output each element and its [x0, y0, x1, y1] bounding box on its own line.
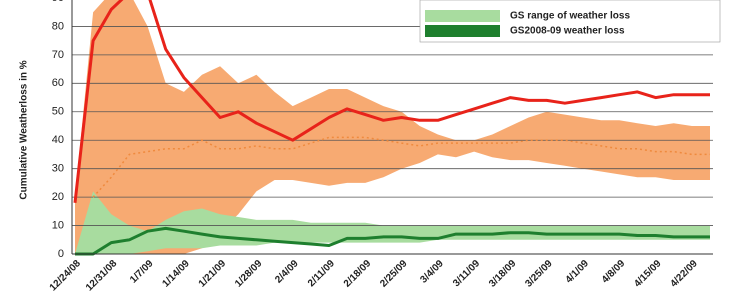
y-tick-label: 40 — [52, 134, 64, 146]
x-tick-label: 3/4/09 — [418, 258, 446, 286]
y-tick-label: 90 — [52, 0, 64, 4]
series-line — [73, 0, 710, 203]
y-tick-label: 60 — [52, 77, 64, 89]
legend-swatch — [425, 10, 500, 22]
x-tick-label: 1/28/09 — [233, 258, 265, 290]
series-line — [92, 136, 710, 198]
x-tick-label: 2/18/09 — [342, 258, 374, 290]
x-tick-label: 3/25/09 — [523, 258, 555, 290]
x-tick-label: 1/21/09 — [197, 258, 229, 290]
y-tick-label: 20 — [52, 191, 64, 203]
x-tick-label: 3/11/09 — [451, 258, 482, 289]
y-tick-label: 30 — [52, 163, 64, 175]
y-tick-label: 10 — [52, 219, 64, 231]
x-tick-label: 2/11/09 — [306, 258, 337, 289]
y-tick-label: 0 — [58, 248, 64, 260]
x-tick-label: 12/31/08 — [84, 258, 120, 294]
x-tick-label: 1/14/09 — [160, 258, 192, 290]
y-axis-label: Cumulative Weatherloss in % — [19, 60, 30, 199]
x-tick-label: 4/1/09 — [564, 258, 592, 286]
legend-label: GS2008-09 weather loss — [510, 26, 625, 37]
y-tick-label: 50 — [52, 106, 64, 118]
x-tick-label: 4/8/09 — [600, 258, 628, 286]
y-tick-label: 70 — [52, 49, 64, 61]
legend-swatch — [425, 25, 500, 37]
y-tick-label: 80 — [52, 20, 64, 32]
x-tick-label: 4/22/09 — [668, 258, 700, 290]
x-tick-label: 2/4/09 — [273, 258, 301, 286]
series-line — [75, 226, 710, 256]
x-tick-label: 3/18/09 — [487, 258, 519, 290]
legend-label: GS range of weather loss — [510, 11, 630, 22]
x-tick-label: 2/25/09 — [378, 258, 410, 290]
range-band — [75, 0, 710, 254]
x-tick-label: 1/7/09 — [128, 258, 156, 286]
x-tick-label: 4/15/09 — [632, 258, 664, 290]
x-tick-label: 12/24/08 — [48, 258, 84, 294]
